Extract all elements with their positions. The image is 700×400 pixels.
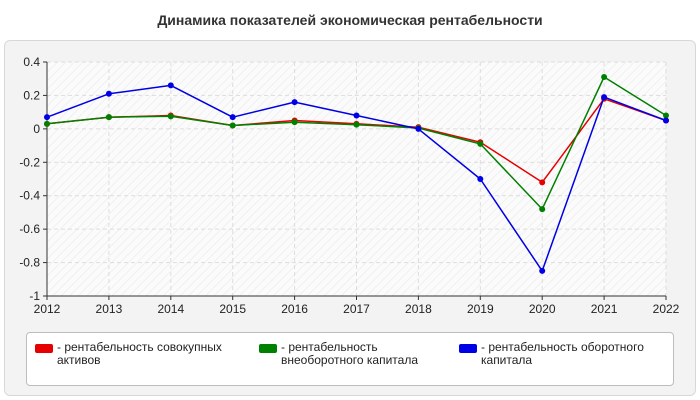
data-point bbox=[167, 113, 174, 120]
data-point bbox=[229, 114, 236, 121]
y-tick-label: -0.2 bbox=[19, 155, 40, 169]
x-axis-ticks: 2012 2013 2014 2015 2016 2017 2018 2019 2020 2021… bbox=[34, 296, 680, 316]
data-point bbox=[105, 114, 112, 121]
data-point bbox=[539, 267, 546, 274]
y-tick-label: -0.6 bbox=[19, 222, 40, 236]
data-point bbox=[167, 82, 174, 89]
legend: - рентабельность совокупных активов - ре… bbox=[26, 332, 674, 386]
data-point bbox=[291, 99, 298, 106]
data-point bbox=[229, 122, 236, 129]
data-point bbox=[539, 179, 546, 186]
legend-swatch-blue bbox=[459, 344, 477, 353]
y-axis-ticks: 0.4 0.2 0 -0.2 -0.4 -0.6 -0.8 -1 bbox=[19, 55, 47, 303]
data-point bbox=[44, 120, 50, 127]
legend-item-fixed-capital: - рентабельность внеоборотного капитала bbox=[259, 341, 439, 367]
data-point bbox=[44, 114, 50, 121]
x-tick-label: 2014 bbox=[157, 302, 184, 316]
data-point bbox=[539, 206, 546, 213]
x-tick-label: 2013 bbox=[96, 302, 123, 316]
y-tick-label: -0.4 bbox=[19, 189, 40, 203]
series-group bbox=[44, 74, 669, 274]
chart-title: Динамика показателей экономическая рента… bbox=[157, 12, 543, 28]
x-tick-label: 2017 bbox=[343, 302, 370, 316]
legend-item-working-capital: - рентабельность оборотного капитала bbox=[459, 341, 669, 367]
x-tick-label: 2022 bbox=[653, 302, 680, 316]
data-point bbox=[601, 74, 608, 81]
x-tick-label: 2015 bbox=[219, 302, 246, 316]
data-point bbox=[663, 112, 669, 119]
y-tick-label: -1 bbox=[29, 289, 40, 303]
x-tick-label: 2019 bbox=[467, 302, 494, 316]
x-tick-label: 2016 bbox=[281, 302, 308, 316]
x-tick-label: 2018 bbox=[405, 302, 432, 316]
y-tick-label: -0.8 bbox=[19, 256, 40, 270]
x-tick-label: 2012 bbox=[34, 302, 61, 316]
legend-label-working-capital: - рентабельность оборотного капитала bbox=[481, 340, 644, 367]
y-tick-label: 0.2 bbox=[23, 88, 40, 102]
legend-swatch-red bbox=[35, 344, 53, 353]
y-tick-label: 0 bbox=[33, 122, 40, 136]
data-point bbox=[601, 94, 608, 101]
data-point bbox=[105, 90, 112, 97]
legend-item-total-assets: - рентабельность совокупных активов bbox=[35, 341, 245, 367]
x-tick-label: 2021 bbox=[591, 302, 618, 316]
y-tick-label: 0.4 bbox=[23, 55, 40, 69]
legend-swatch-green bbox=[259, 344, 277, 353]
data-point bbox=[477, 176, 484, 182]
data-point bbox=[353, 112, 360, 119]
x-tick-label: 2020 bbox=[529, 302, 556, 316]
data-point bbox=[353, 121, 360, 128]
data-point bbox=[291, 119, 298, 126]
data-point bbox=[415, 125, 422, 132]
legend-label-total-assets: - рентабельность совокупных активов bbox=[57, 340, 222, 367]
legend-label-fixed-capital: - рентабельность внеоборотного капитала bbox=[281, 340, 418, 367]
data-point bbox=[477, 140, 484, 147]
data-point bbox=[663, 117, 669, 124]
